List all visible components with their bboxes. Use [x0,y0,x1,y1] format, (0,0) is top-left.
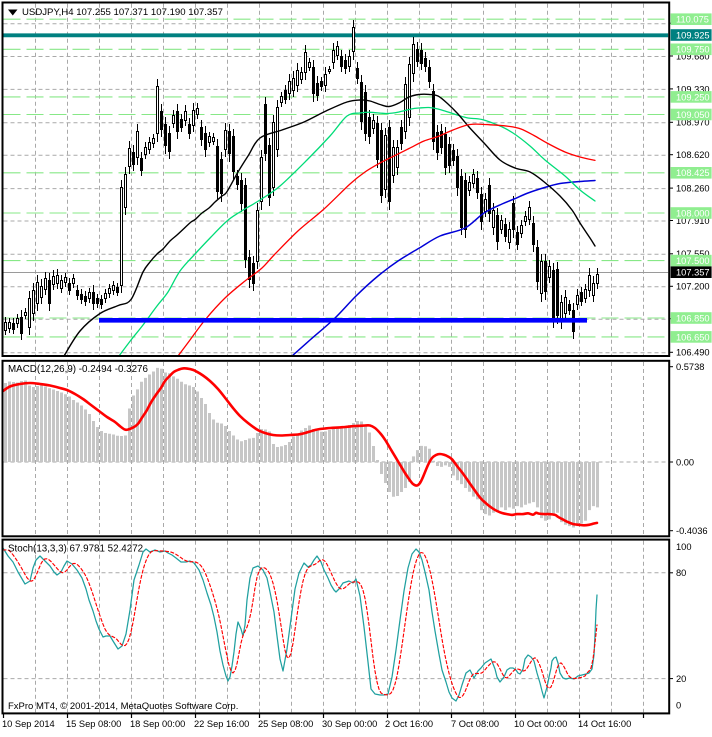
svg-text:106.490: 106.490 [676,348,710,358]
svg-text:106.650: 106.650 [676,332,710,342]
svg-text:109.050: 109.050 [676,110,710,120]
svg-text:14 Oct 16:00: 14 Oct 16:00 [578,719,631,729]
svg-text:USDJPY,H4 107.255 107.371 107: USDJPY,H4 107.255 107.371 107.190 107.35… [22,7,223,18]
svg-text:Stoch(13,3,3) 67.9781 52.4272: Stoch(13,3,3) 67.9781 52.4272 [8,544,143,555]
svg-text:FxPro MT4, © 2001-2014, MetaQu: FxPro MT4, © 2001-2014, MetaQuotes Softw… [8,701,238,712]
svg-text:2 Oct 16:00: 2 Oct 16:00 [385,719,433,729]
svg-text:107.910: 107.910 [676,216,710,226]
svg-text:30 Sep 00:00: 30 Sep 00:00 [322,719,377,729]
svg-text:0: 0 [676,701,681,711]
svg-text:20: 20 [676,674,686,684]
svg-text:106.850: 106.850 [676,313,710,323]
svg-text:109.680: 109.680 [676,51,710,61]
svg-text:107.500: 107.500 [676,256,710,266]
svg-text:0.5738: 0.5738 [676,362,704,372]
svg-text:107.550: 107.550 [676,249,710,259]
svg-text:108.000: 108.000 [676,208,710,218]
svg-text:10 Oct 00:00: 10 Oct 00:00 [514,719,567,729]
svg-text:22 Sep 16:00: 22 Sep 16:00 [194,719,249,729]
svg-text:109.925: 109.925 [676,30,710,40]
svg-text:MACD(12,26,9) -0.2494 -0.3276: MACD(12,26,9) -0.2494 -0.3276 [8,364,149,375]
svg-text:109.750: 109.750 [676,45,710,55]
svg-text:7 Oct 08:00: 7 Oct 08:00 [451,719,499,729]
svg-text:15 Sep 08:00: 15 Sep 08:00 [66,719,121,729]
svg-text:108.425: 108.425 [676,168,710,178]
svg-text:107.357: 107.357 [676,268,710,278]
svg-text:108.620: 108.620 [676,150,710,160]
svg-text:109.250: 109.250 [676,92,710,102]
svg-text:80: 80 [676,568,686,578]
svg-text:109.330: 109.330 [676,84,710,94]
svg-text:108.260: 108.260 [676,184,710,194]
svg-text:10 Sep 2014: 10 Sep 2014 [2,719,55,729]
svg-text:25 Sep 08:00: 25 Sep 08:00 [258,719,313,729]
svg-text:107.200: 107.200 [676,282,710,292]
svg-text:-0.4036: -0.4036 [676,526,708,536]
svg-text:110.075: 110.075 [676,15,709,25]
svg-text:18 Sep 00:00: 18 Sep 00:00 [130,719,185,729]
svg-text:100: 100 [676,542,692,552]
svg-text:108.970: 108.970 [676,118,710,128]
svg-text:0.00: 0.00 [676,457,694,467]
